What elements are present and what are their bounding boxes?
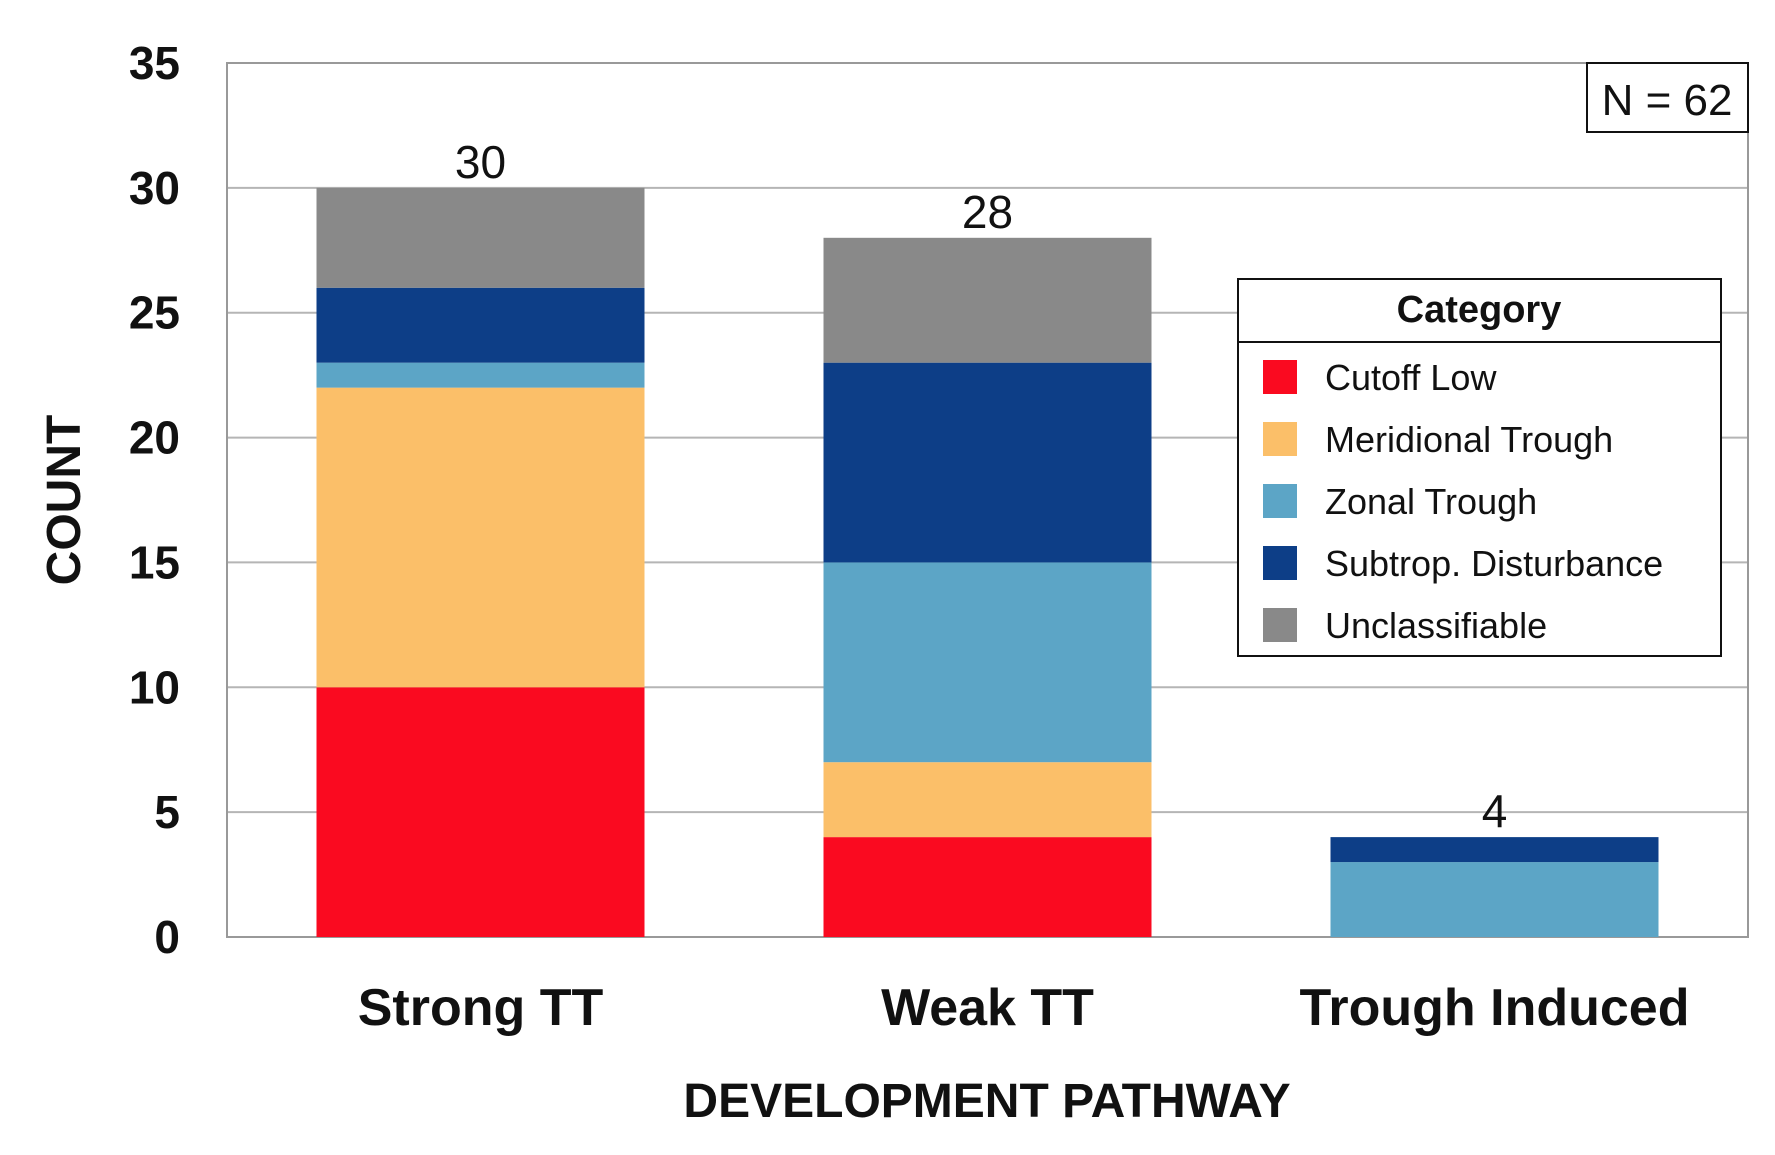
x-category-label: Strong TT <box>358 979 604 1037</box>
y-tick-label: 0 <box>154 911 180 963</box>
legend-label: Unclassifiable <box>1325 605 1547 646</box>
bar-segment <box>316 387 645 688</box>
y-tick-label: 20 <box>129 412 180 464</box>
bar-segment <box>316 187 645 288</box>
legend-label: Meridional Trough <box>1325 419 1613 460</box>
bar-segment <box>316 287 645 363</box>
sample-size-text: N = 62 <box>1602 76 1733 125</box>
legend-item: Zonal Trough <box>1263 481 1537 522</box>
bar-segment <box>1330 837 1659 863</box>
y-axis-ticks: 0 5 10 15 20 25 30 35 <box>129 37 180 963</box>
legend-item: Subtrop. Disturbance <box>1263 543 1663 584</box>
legend-label: Cutoff Low <box>1325 357 1497 398</box>
legend-swatch <box>1263 422 1297 456</box>
y-tick-label: 10 <box>129 661 180 713</box>
x-axis-categories: Strong TT Weak TT Trough Induced <box>358 979 1690 1037</box>
y-tick-label: 5 <box>154 786 180 838</box>
y-tick-label: 15 <box>129 536 180 588</box>
legend: Category Cutoff Low Meridional Trough Zona… <box>1237 278 1722 657</box>
bar-segment <box>316 362 645 388</box>
bar-total-label: 4 <box>1482 785 1508 837</box>
bar-total-label: 30 <box>455 136 506 188</box>
sample-size-box <box>1586 62 1749 133</box>
bar-total-label: 28 <box>962 186 1013 238</box>
legend-swatch <box>1263 360 1297 394</box>
bar-totals: 30 28 4 <box>455 136 1507 837</box>
x-category-label: Weak TT <box>881 979 1094 1037</box>
legend-swatch <box>1263 484 1297 518</box>
y-axis-title: COUNT <box>38 415 91 586</box>
bar-segment <box>316 687 645 937</box>
legend-label: Subtrop. Disturbance <box>1325 543 1663 584</box>
sample-size-note: N = 62 <box>1586 62 1749 133</box>
y-tick-label: 25 <box>129 287 180 339</box>
legend-swatch <box>1263 608 1297 642</box>
bar-segment <box>823 562 1152 763</box>
legend-label: Zonal Trough <box>1325 481 1537 522</box>
bar-segment <box>823 762 1152 838</box>
legend-item: Meridional Trough <box>1263 419 1613 460</box>
bar-segment <box>823 837 1152 937</box>
bar-segment <box>823 237 1152 363</box>
legend-title: Category <box>1397 289 1562 331</box>
x-axis-title: DEVELOPMENT PATHWAY <box>683 1075 1290 1128</box>
legend-swatch <box>1263 546 1297 580</box>
legend-items: Cutoff Low Meridional Trough Zonal Trough S… <box>1263 357 1663 646</box>
y-tick-label: 30 <box>129 162 180 214</box>
bar-segment <box>823 362 1152 563</box>
x-category-label: Trough Induced <box>1300 979 1690 1037</box>
bar-segment <box>1330 862 1659 937</box>
legend-item: Cutoff Low <box>1263 357 1497 398</box>
legend-box <box>1237 278 1722 657</box>
bars <box>316 187 1659 937</box>
legend-item: Unclassifiable <box>1263 605 1547 646</box>
y-tick-label: 35 <box>129 37 180 89</box>
